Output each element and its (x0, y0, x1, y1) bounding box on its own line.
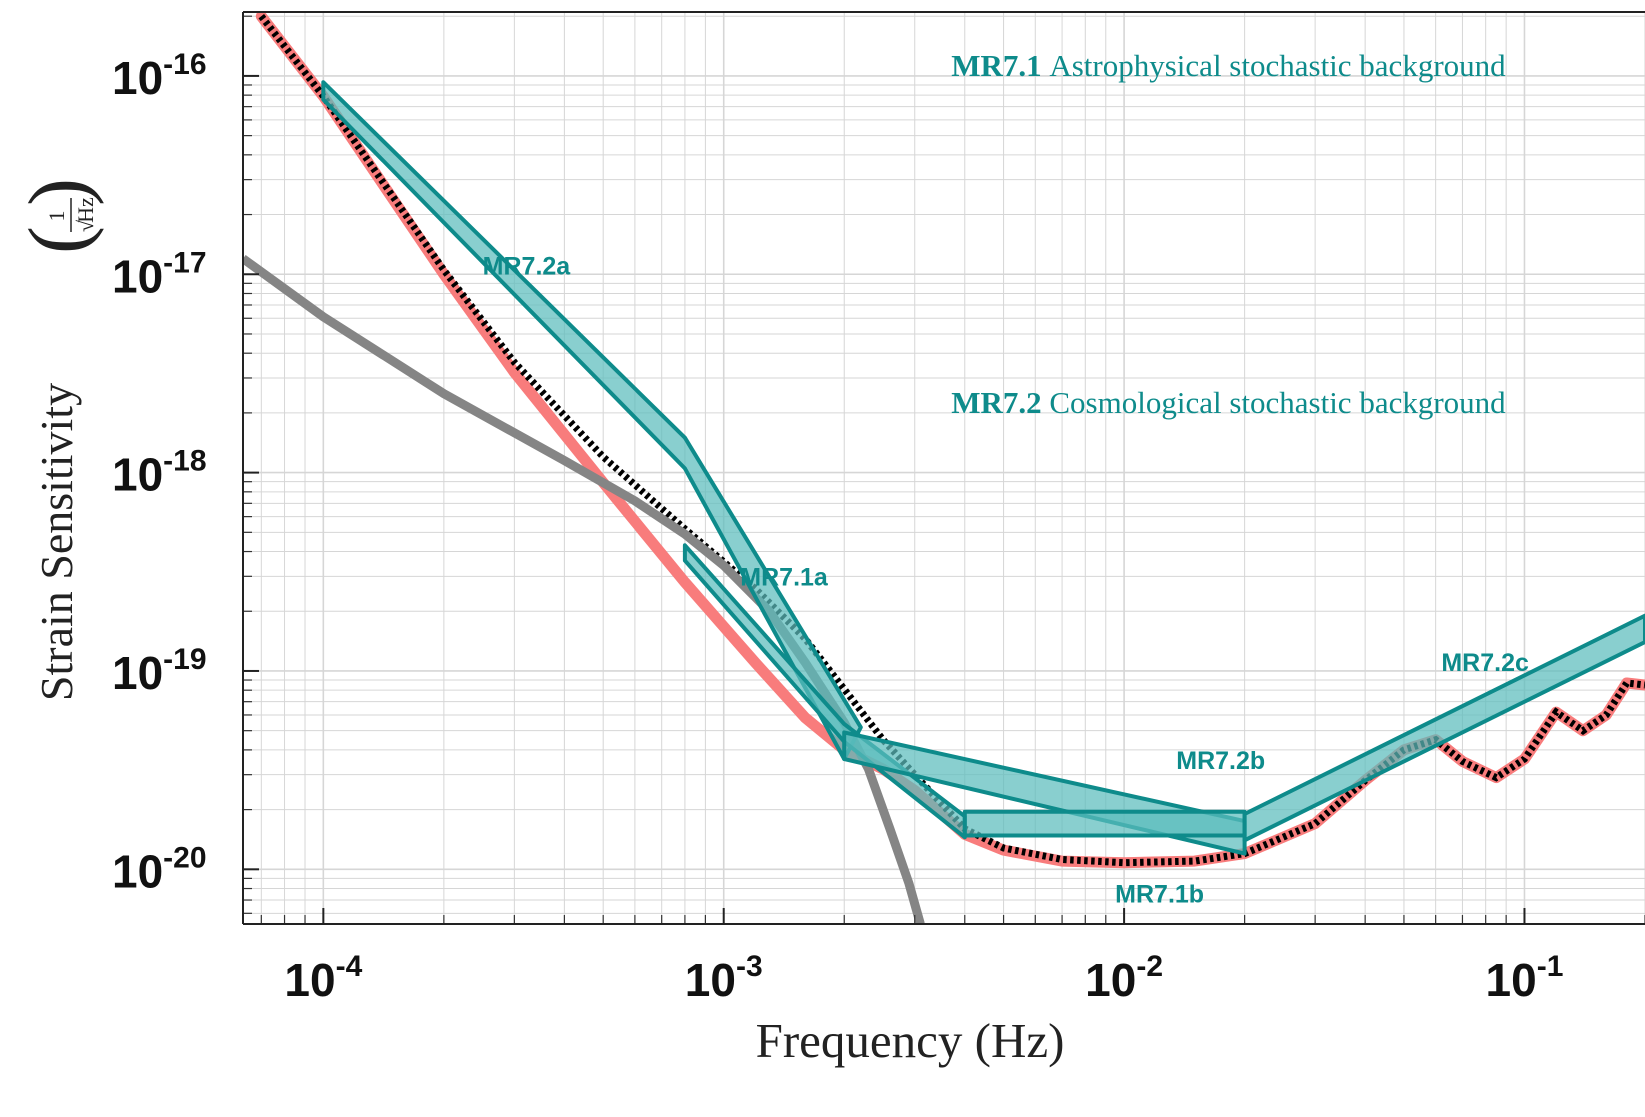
tick-exponent: -2 (1136, 950, 1163, 983)
tick-base: 10 (112, 449, 163, 501)
annotation-id: MR7.2 (951, 385, 1049, 420)
tick-exponent: -20 (163, 841, 206, 874)
y-axis-unit-left-paren: ( (12, 226, 105, 254)
tick-base: 10 (284, 954, 335, 1006)
black-dotted-noise-curve (258, 14, 1645, 867)
tick-base: 10 (685, 954, 736, 1006)
tick-exponent: -16 (163, 48, 206, 81)
band-mr7-1b (962, 809, 1247, 838)
x-tick-label: 10-1 (1486, 950, 1564, 1006)
y-tick-label: 10-18 (112, 445, 207, 501)
y-tick-label: 10-17 (112, 246, 207, 302)
tick-exponent: -19 (163, 643, 206, 676)
y-tick-label: 10-20 (112, 841, 207, 897)
x-tick-label: 10-3 (685, 950, 763, 1006)
tick-exponent: -4 (336, 950, 363, 983)
tick-labels: 10-4 10-3 10-2 10-110-1610-1710-1810-1910-2… (112, 48, 1563, 1006)
y-tick-label: 10-19 (112, 643, 207, 699)
x-tick-label: 10-2 (1085, 950, 1163, 1006)
band-label-mr7-1b: MR7.1b (1115, 881, 1204, 909)
y-axis-title: Strain Sensitivity ( ) 1 √ Hz (12, 178, 105, 701)
band-label-mr7-2a: MR7.2a (483, 252, 572, 280)
band-label-mr7-2b: MR7.2b (1176, 747, 1265, 775)
x-axis-title: Frequency (Hz) (756, 1013, 1065, 1068)
annotation-mr7-2: MR7.2 Cosmological stochastic background (951, 385, 1506, 420)
axes-frame (242, 11, 1645, 925)
annotation-layer: MR7.2a MR7.1a MR7.2b MR7.1b MR7.2c MR7.1 Astr… (483, 48, 1529, 909)
annotation-text: Cosmological stochastic background (1049, 385, 1506, 420)
y-axis-unit-right-paren: ) (12, 178, 105, 206)
tick-base: 10 (1486, 954, 1537, 1006)
y-tick-label: 10-16 (112, 48, 207, 104)
tick-exponent: -18 (163, 445, 206, 478)
tick-base: 10 (1085, 954, 1136, 1006)
grid-lines (243, 12, 1645, 924)
annotation-mr7-1: MR7.1 Astrophysical stochastic backgroun… (951, 48, 1506, 83)
y-axis-title-text: Strain Sensitivity (31, 383, 82, 701)
tick-exponent: -3 (736, 950, 763, 983)
gray-noise-curve (243, 254, 925, 924)
band-mr7-2c (1242, 613, 1645, 843)
annotation-text: Astrophysical stochastic background (1049, 48, 1506, 83)
tick-base: 10 (112, 52, 163, 104)
tick-exponent: -17 (163, 246, 206, 279)
plot-area (243, 12, 1645, 924)
tick-base: 10 (112, 845, 163, 897)
tick-exponent: -1 (1537, 950, 1564, 983)
x-tick-label: 10-4 (284, 950, 362, 1006)
tick-base: 10 (112, 647, 163, 699)
tick-base: 10 (112, 250, 163, 302)
y-axis-unit-denominator: Hz (73, 197, 98, 223)
y-axis-unit-radical: √ (73, 219, 98, 232)
annotation-id: MR7.1 (951, 48, 1049, 83)
band-label-mr7-2c: MR7.2c (1441, 649, 1529, 677)
y-axis-unit-numerator: 1 (44, 211, 69, 222)
band-label-mr7-1a: MR7.1a (740, 563, 829, 591)
